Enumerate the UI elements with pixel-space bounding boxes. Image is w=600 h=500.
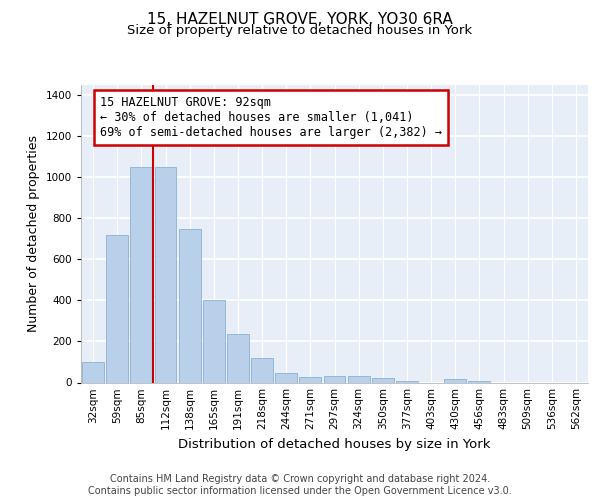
Bar [372, 378, 394, 382]
Bar [299, 378, 321, 382]
Bar [445, 380, 466, 382]
Text: 15, HAZELNUT GROVE, YORK, YO30 6RA: 15, HAZELNUT GROVE, YORK, YO30 6RA [147, 12, 453, 28]
X-axis label: Distribution of detached houses by size in York: Distribution of detached houses by size … [178, 438, 491, 451]
Bar [106, 235, 128, 382]
Bar [203, 300, 224, 382]
Bar [323, 376, 346, 382]
Bar [251, 358, 273, 382]
Bar [179, 228, 200, 382]
Y-axis label: Number of detached properties: Number of detached properties [27, 135, 40, 332]
Text: Size of property relative to detached houses in York: Size of property relative to detached ho… [127, 24, 473, 37]
Text: 15 HAZELNUT GROVE: 92sqm
← 30% of detached houses are smaller (1,041)
69% of sem: 15 HAZELNUT GROVE: 92sqm ← 30% of detach… [100, 96, 442, 140]
Bar [155, 167, 176, 382]
Bar [348, 376, 370, 382]
Bar [82, 362, 104, 382]
Bar [227, 334, 249, 382]
Bar [130, 167, 152, 382]
Bar [275, 374, 297, 382]
Text: Contains HM Land Registry data © Crown copyright and database right 2024.
Contai: Contains HM Land Registry data © Crown c… [88, 474, 512, 496]
